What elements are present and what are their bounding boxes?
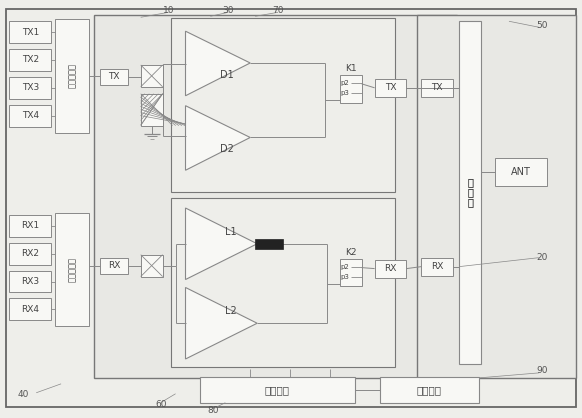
Text: p2: p2 (340, 264, 349, 270)
Text: 工: 工 (467, 187, 473, 197)
Text: K2: K2 (345, 248, 356, 257)
Text: 器: 器 (467, 197, 473, 207)
Bar (459, 21, 481, 364)
Text: 90: 90 (536, 367, 548, 375)
Bar (141, 94, 162, 125)
Text: RX4: RX4 (22, 305, 39, 314)
Bar (379, 377, 479, 403)
Bar (55, 19, 89, 133)
Bar (200, 377, 354, 403)
Text: 主控单元: 主控单元 (265, 385, 290, 395)
Polygon shape (186, 208, 257, 280)
Text: D1: D1 (221, 70, 234, 80)
Polygon shape (186, 106, 250, 170)
Text: 30: 30 (222, 6, 234, 15)
Text: 双: 双 (467, 177, 473, 187)
Text: RX: RX (108, 261, 120, 270)
Text: 10: 10 (163, 6, 175, 15)
Text: TX3: TX3 (22, 83, 39, 92)
Text: ANT: ANT (511, 167, 531, 177)
Bar (9, 21, 51, 43)
Bar (375, 79, 406, 97)
Bar (375, 260, 406, 278)
Bar (255, 239, 283, 249)
Bar (417, 15, 576, 378)
Bar (9, 215, 51, 237)
Text: 第二合路器: 第二合路器 (68, 257, 77, 282)
Polygon shape (186, 31, 250, 96)
Text: 双: 双 (467, 177, 473, 187)
Bar (141, 65, 162, 87)
Text: RX1: RX1 (21, 222, 40, 230)
Text: RX3: RX3 (21, 277, 40, 286)
Text: p3: p3 (340, 273, 349, 280)
Text: TX: TX (108, 72, 119, 82)
Bar (55, 213, 89, 326)
Bar (340, 259, 361, 286)
Text: RX: RX (431, 262, 443, 271)
Bar (495, 158, 546, 186)
Text: 80: 80 (208, 406, 219, 415)
Bar (141, 255, 162, 277)
Polygon shape (186, 288, 257, 359)
Text: TX: TX (431, 83, 443, 92)
Text: p2: p2 (340, 80, 349, 86)
Text: TX: TX (385, 83, 396, 92)
Bar (459, 21, 481, 364)
Text: p3: p3 (340, 90, 349, 96)
Text: 60: 60 (155, 400, 166, 409)
Bar (100, 257, 128, 273)
Text: RX2: RX2 (22, 249, 39, 258)
Bar (171, 18, 395, 192)
Text: 40: 40 (17, 390, 29, 399)
Text: TX4: TX4 (22, 111, 39, 120)
Text: K1: K1 (345, 64, 357, 74)
Bar (9, 270, 51, 293)
Text: D2: D2 (221, 144, 234, 154)
Bar (100, 69, 128, 85)
Bar (340, 75, 361, 103)
Bar (9, 243, 51, 265)
Text: 工: 工 (467, 187, 473, 197)
Bar (171, 198, 395, 367)
Bar (421, 257, 453, 275)
Text: TX2: TX2 (22, 56, 39, 64)
Text: 70: 70 (272, 6, 284, 15)
Bar (9, 298, 51, 320)
Text: 电源模块: 电源模块 (417, 385, 442, 395)
Text: 20: 20 (536, 253, 548, 262)
Bar (9, 77, 51, 99)
Text: 第一合路器: 第一合路器 (68, 64, 77, 88)
Bar (94, 15, 457, 378)
Text: L1: L1 (225, 227, 237, 237)
Text: 器: 器 (467, 197, 473, 207)
Text: L2: L2 (225, 306, 237, 316)
Text: 50: 50 (536, 21, 548, 30)
Bar (421, 79, 453, 97)
Bar (9, 104, 51, 127)
Bar (9, 49, 51, 71)
Text: RX: RX (384, 264, 397, 273)
Text: TX1: TX1 (22, 28, 39, 37)
